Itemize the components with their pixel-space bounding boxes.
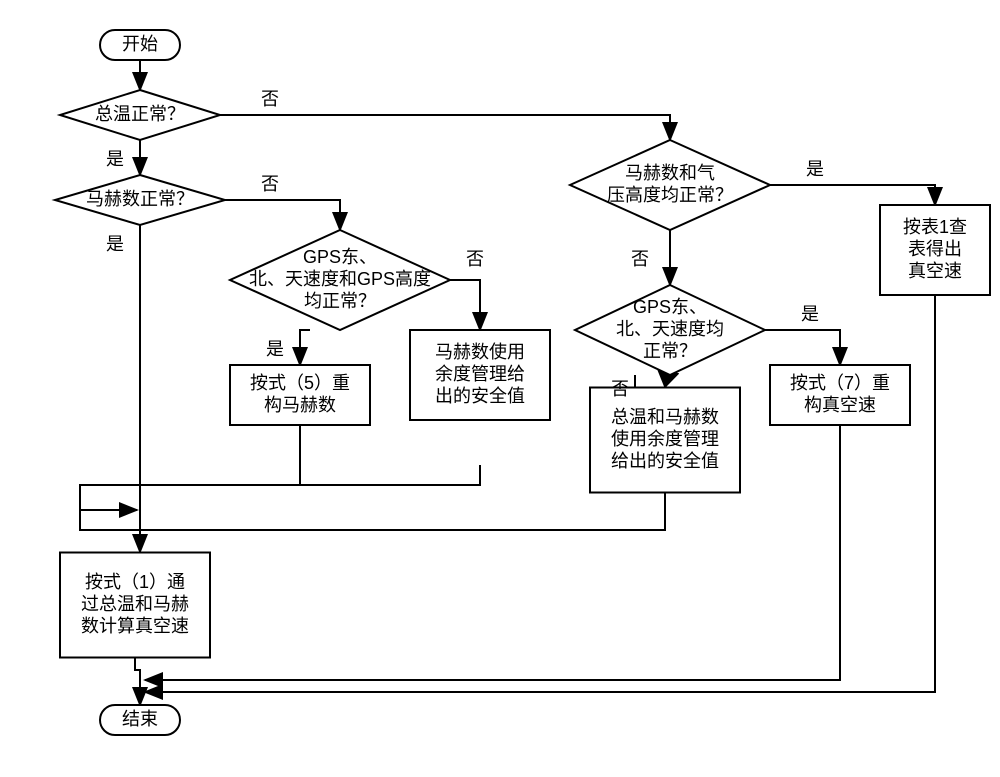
node-text: 按式（1）通 <box>85 572 185 592</box>
edge-label: 否 <box>261 89 279 109</box>
edge <box>300 330 310 365</box>
edge <box>135 657 140 705</box>
edge-label: 是 <box>106 234 124 254</box>
node-text: 压高度均正常？ <box>607 185 733 205</box>
node-text: 出的安全值 <box>435 386 525 406</box>
edge-label: 否 <box>611 379 629 399</box>
node-p5: 按式（5）重构马赫数 <box>230 365 370 425</box>
edge-label: 否 <box>631 249 649 269</box>
node-text: 总温和马赫数 <box>611 407 719 427</box>
node-text: 表得出 <box>908 239 962 259</box>
node-text: 数计算真空速 <box>81 616 189 636</box>
edge-label: 是 <box>106 149 124 169</box>
node-text: 给出的安全值 <box>611 451 719 471</box>
node-text: 北、天速度和GPS高度 <box>249 269 431 289</box>
node-d2: 马赫数正常？ <box>55 175 225 225</box>
node-d5: GPS东、北、天速度均正常？ <box>575 285 765 375</box>
node-text: 正常？ <box>643 341 697 361</box>
node-psafe1: 马赫数使用余度管理给出的安全值 <box>410 330 550 420</box>
node-p7: 按式（7）重构真空速 <box>770 365 910 425</box>
node-text: 开始 <box>122 34 158 54</box>
edge <box>765 330 840 365</box>
edge <box>220 115 670 140</box>
edge-label: 是 <box>266 339 284 359</box>
edge <box>80 492 665 530</box>
node-text: GPS东、 <box>303 247 377 267</box>
edge <box>225 200 340 230</box>
node-d1: 总温正常？ <box>60 90 220 140</box>
node-text: 构马赫数 <box>264 395 336 415</box>
node-text: 马赫数正常？ <box>86 189 194 209</box>
node-text: 马赫数使用 <box>435 342 525 362</box>
node-text: 使用余度管理 <box>611 429 719 449</box>
edge-label: 是 <box>806 159 824 179</box>
node-text: 总温正常？ <box>95 104 185 124</box>
node-end: 结束 <box>100 705 180 735</box>
node-text: 过总温和马赫 <box>81 594 189 614</box>
node-ptable: 按表1查表得出真空速 <box>880 205 990 295</box>
edge-label: 是 <box>801 304 819 324</box>
node-text: GPS东、 <box>633 297 707 317</box>
node-text: 按式（7）重 <box>790 373 890 393</box>
edge <box>80 485 300 510</box>
flowchart-canvas: 开始总温正常？马赫数正常？GPS东、北、天速度和GPS高度均正常？按式（5）重构… <box>20 20 1000 757</box>
node-text: 均正常？ <box>304 291 376 311</box>
node-d4: 马赫数和气压高度均正常？ <box>570 140 770 230</box>
edge-label: 否 <box>261 174 279 194</box>
node-text: 余度管理给 <box>435 364 525 384</box>
node-text: 按表1查 <box>903 217 967 237</box>
edge <box>450 280 480 330</box>
node-start: 开始 <box>100 30 180 60</box>
node-psafe2: 总温和马赫数使用余度管理给出的安全值 <box>590 388 740 493</box>
node-text: 真空速 <box>908 261 962 281</box>
edge-label: 否 <box>466 249 484 269</box>
edge <box>300 465 480 485</box>
node-pcalc: 按式（1）通过总温和马赫数计算真空速 <box>60 553 210 658</box>
node-text: 构真空速 <box>804 395 876 415</box>
node-d3: GPS东、北、天速度和GPS高度均正常？ <box>230 230 450 330</box>
node-text: 马赫数和气 <box>625 163 715 183</box>
node-text: 按式（5）重 <box>250 373 350 393</box>
node-text: 结束 <box>122 709 158 729</box>
edge <box>770 185 935 205</box>
node-text: 北、天速度均 <box>616 319 724 339</box>
